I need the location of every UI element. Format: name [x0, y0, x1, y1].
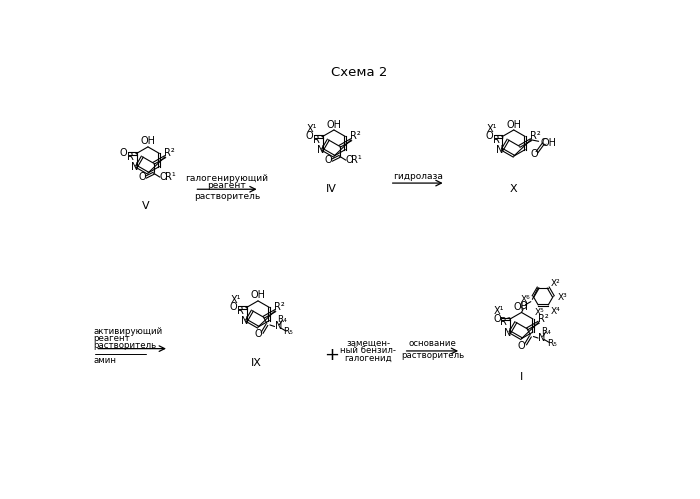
Text: растворитель: растворитель — [400, 351, 464, 360]
Text: N: N — [316, 145, 324, 155]
Text: OH: OH — [141, 137, 155, 147]
Text: V: V — [142, 201, 149, 211]
Text: O: O — [230, 302, 237, 312]
Text: +: + — [324, 346, 339, 364]
Text: O: O — [519, 301, 527, 311]
Text: активирующий: активирующий — [94, 327, 163, 336]
Text: X: X — [510, 184, 517, 194]
Text: N: N — [538, 333, 545, 343]
Text: O: O — [120, 148, 127, 159]
Text: N: N — [496, 145, 504, 155]
Text: OH: OH — [542, 138, 557, 148]
Text: R²: R² — [538, 314, 548, 324]
Text: гидролаза: гидролаза — [393, 172, 442, 181]
Text: I: I — [520, 372, 523, 382]
Text: IX: IX — [251, 358, 262, 368]
Text: R₅: R₅ — [284, 327, 293, 336]
Text: O: O — [306, 132, 313, 142]
Text: X¹: X¹ — [486, 124, 497, 134]
Text: R¹: R¹ — [351, 155, 362, 165]
Text: IV: IV — [326, 184, 337, 194]
Text: растворитель: растворитель — [94, 341, 157, 350]
Text: галогенид: галогенид — [344, 354, 392, 363]
Text: R₄: R₄ — [541, 327, 551, 336]
Text: OH: OH — [506, 120, 522, 130]
Text: X¹: X¹ — [307, 124, 317, 134]
Text: X⁵: X⁵ — [535, 308, 545, 317]
Text: R³: R³ — [493, 135, 503, 145]
Text: замещен-: замещен- — [346, 339, 390, 348]
Text: OH: OH — [326, 120, 342, 130]
Text: O: O — [345, 155, 353, 165]
Text: Схема 2: Схема 2 — [330, 66, 387, 79]
Text: O: O — [530, 149, 538, 159]
Text: O: O — [518, 341, 526, 351]
Text: O: O — [493, 314, 500, 324]
Text: N: N — [241, 316, 248, 326]
Text: R²: R² — [274, 302, 285, 312]
Text: реагент: реагент — [208, 181, 246, 190]
Text: O: O — [324, 155, 332, 165]
Text: R²: R² — [164, 148, 175, 159]
Text: N: N — [504, 328, 512, 338]
Text: OH: OH — [251, 290, 265, 300]
Text: R³: R³ — [313, 135, 323, 145]
Text: N: N — [130, 162, 138, 172]
Text: ный бензил-: ный бензил- — [340, 346, 396, 355]
Text: O: O — [159, 172, 167, 182]
Text: R₅: R₅ — [547, 339, 557, 348]
Text: N: N — [274, 321, 282, 331]
Text: R³: R³ — [500, 317, 511, 327]
Text: R¹: R¹ — [165, 172, 176, 182]
Text: X⁶: X⁶ — [521, 295, 531, 304]
Text: O: O — [138, 172, 146, 182]
Text: C: C — [540, 138, 546, 147]
Text: R³: R³ — [127, 152, 138, 162]
Text: X⁴: X⁴ — [551, 306, 561, 315]
Text: основание: основание — [408, 339, 456, 348]
Text: OH: OH — [514, 302, 529, 312]
Text: X³: X³ — [558, 293, 568, 302]
Text: реагент: реагент — [94, 334, 130, 343]
Text: X¹: X¹ — [494, 306, 505, 316]
Text: амин: амин — [94, 356, 117, 365]
Text: O: O — [255, 329, 262, 339]
Text: R²: R² — [530, 132, 540, 142]
Text: O: O — [485, 132, 493, 142]
Text: R²: R² — [350, 132, 360, 142]
Text: растворитель: растворитель — [194, 192, 260, 201]
Text: X¹: X¹ — [230, 295, 241, 305]
Text: X²: X² — [551, 279, 561, 288]
Text: R³: R³ — [237, 306, 248, 316]
Text: R₄: R₄ — [277, 315, 287, 324]
Text: галогенирующий: галогенирующий — [186, 174, 269, 183]
